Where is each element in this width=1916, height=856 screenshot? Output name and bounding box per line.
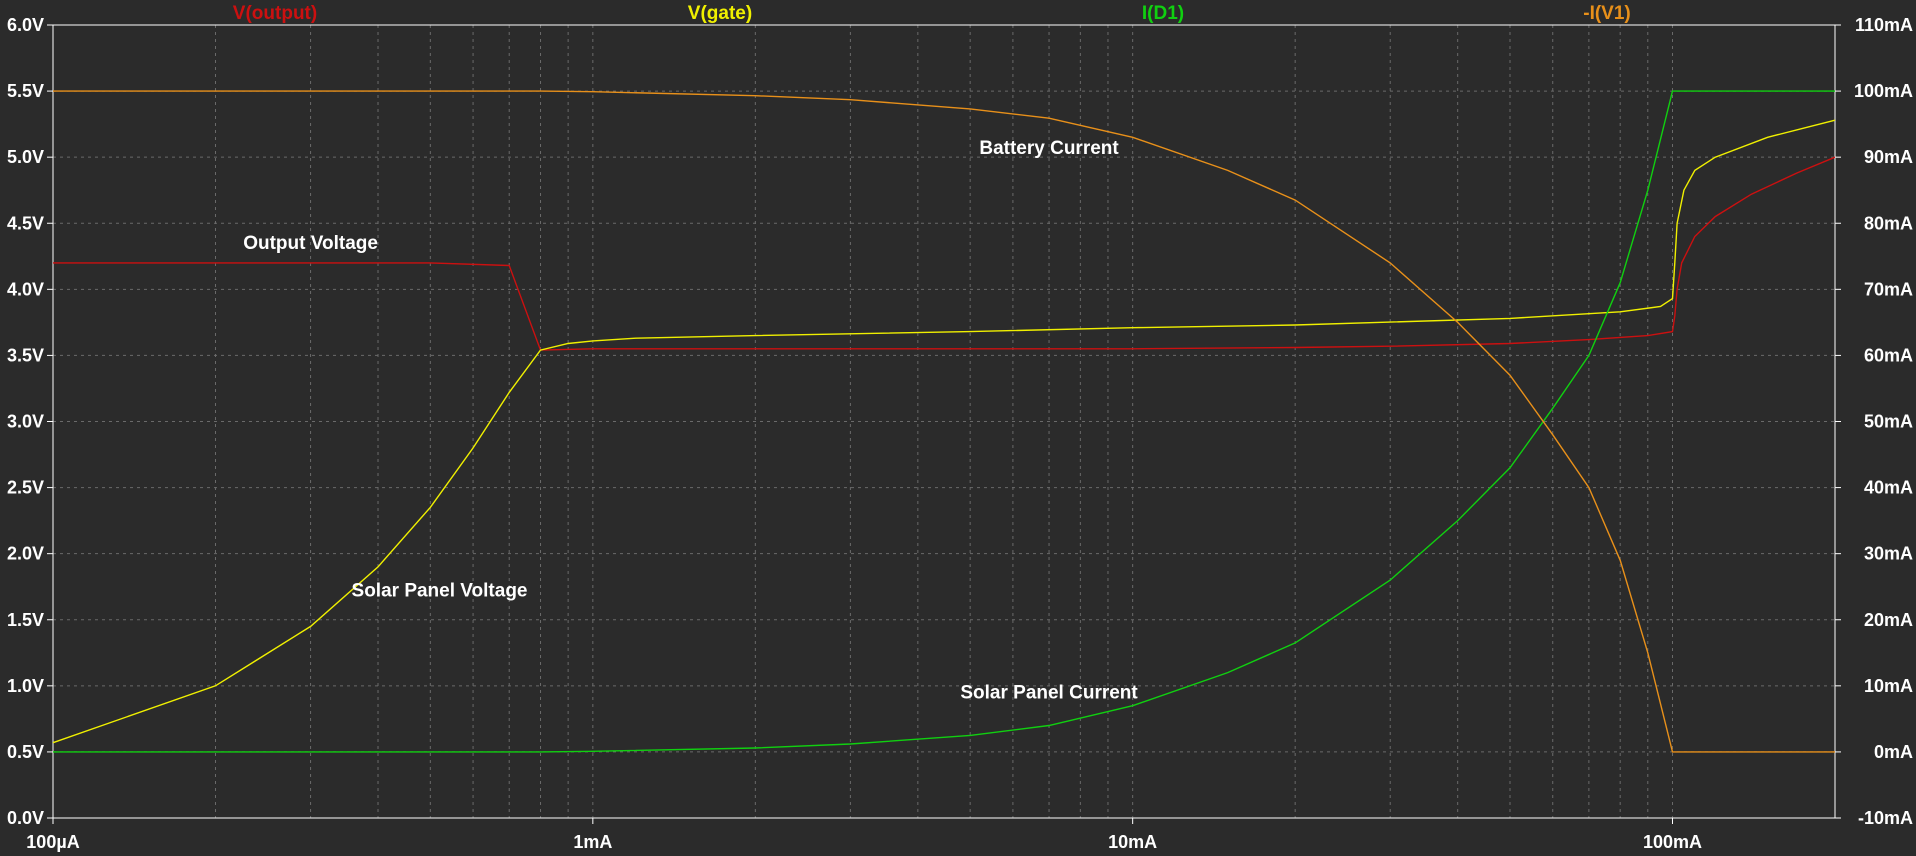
left-tick-label: 4.5V [7, 213, 44, 233]
left-tick-label: 5.5V [7, 81, 44, 101]
series-line-i-d1 [53, 90, 1835, 753]
left-axis: 0.0V 0.5V 1.0V 1.5V 2.0V 2.5V 3.0V 3.5V 4.0V 4.5V… [7, 15, 53, 828]
left-tick-label: 3.5V [7, 345, 44, 365]
series-line-v-output [53, 156, 1836, 351]
right-tick-label: 60mA [1864, 345, 1913, 365]
right-tick-label: 70mA [1864, 279, 1913, 299]
series-line-v-gate [52, 119, 1836, 744]
right-tick-label: 90mA [1864, 147, 1913, 167]
right-tick-label: 110mA [1855, 15, 1913, 35]
left-tick-label: 3.0V [7, 412, 44, 432]
x-axis: 100µA 1mA 10mA 100mA [26, 818, 1702, 852]
legend-i-v1[interactable]: -I(V1) [1583, 3, 1631, 24]
right-axis: -10mA 0mA 10mA 20mA 30mA 40mA 50mA 60mA 70mA 80mA… [1835, 15, 1913, 828]
right-tick-label: -10mA [1858, 808, 1913, 828]
annotation-label: Solar Panel Voltage [352, 581, 528, 602]
left-tick-label: 0.5V [7, 742, 44, 762]
x-tick-label: 100µA [26, 832, 79, 852]
right-tick-label: 30mA [1864, 544, 1913, 564]
left-tick-label: 2.0V [7, 544, 44, 564]
right-tick-label: 20mA [1864, 610, 1913, 630]
right-tick-label: 10mA [1864, 676, 1913, 696]
x-tick-label: 100mA [1643, 832, 1702, 852]
legend: V(output) V(gate) I(D1) -I(V1) [233, 3, 1631, 24]
legend-v-gate[interactable]: V(gate) [688, 3, 752, 24]
series-lines [52, 90, 1836, 753]
left-tick-label: 0.0V [7, 808, 44, 828]
annotations: Battery Current Output Voltage Solar Panel… [243, 138, 1138, 704]
left-tick-label: 5.0V [7, 147, 44, 167]
left-tick-label: 1.5V [7, 610, 44, 630]
x-tick-label: 1mA [573, 832, 612, 852]
right-tick-label: 50mA [1864, 412, 1913, 432]
series-line-i-v1 [53, 90, 1835, 753]
left-tick-label: 6.0V [7, 15, 44, 35]
right-tick-label: 100mA [1854, 81, 1913, 101]
legend-i-d1[interactable]: I(D1) [1142, 3, 1184, 24]
legend-v-output[interactable]: V(output) [233, 3, 317, 24]
left-tick-label: 2.5V [7, 478, 44, 498]
right-tick-label: 80mA [1864, 213, 1913, 233]
annotation-label: Output Voltage [243, 233, 378, 254]
annotation-label: Battery Current [979, 138, 1119, 159]
left-tick-label: 1.0V [7, 676, 44, 696]
right-tick-label: 0mA [1874, 742, 1913, 762]
grid [53, 25, 1835, 818]
right-tick-label: 40mA [1864, 478, 1913, 498]
left-tick-label: 4.0V [7, 279, 44, 299]
x-tick-label: 10mA [1108, 832, 1157, 852]
annotation-label: Solar Panel Current [960, 682, 1138, 703]
